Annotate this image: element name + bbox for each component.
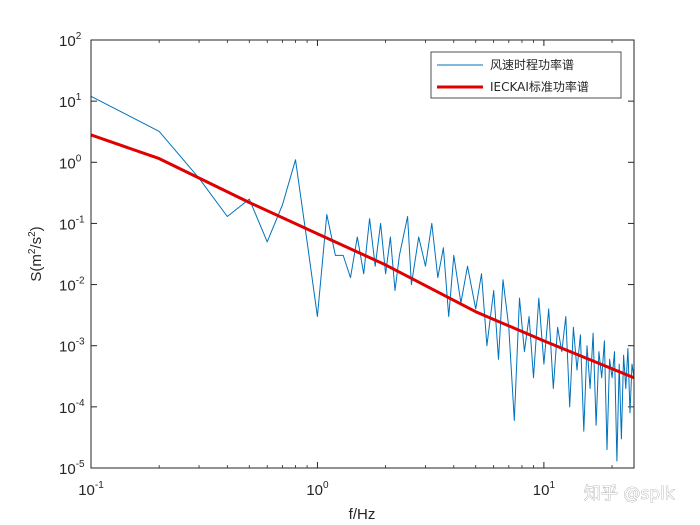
plot-frame bbox=[90, 39, 635, 469]
legend-box bbox=[430, 51, 622, 99]
x-tick-label-1: 100 bbox=[306, 480, 329, 499]
legend-label-ieckai-spectrum: IECKAI标准功率谱 bbox=[490, 79, 589, 94]
y-tick-label-3: 10-1 bbox=[59, 214, 85, 233]
wind-speed-spectrum-line bbox=[91, 95, 634, 462]
x-tick-label-0: 10-1 bbox=[78, 480, 104, 499]
y-tick-label-2: 100 bbox=[59, 153, 82, 172]
y-tick-label-5: 10-3 bbox=[59, 337, 85, 356]
y-tick-label-0: 102 bbox=[59, 31, 82, 50]
y-tick-label-4: 10-2 bbox=[59, 276, 85, 295]
y-axis-title: S(m2/s2) bbox=[27, 226, 45, 281]
ieckai-standard-spectrum-line bbox=[91, 133, 634, 380]
series-layer bbox=[91, 95, 634, 462]
legend: 风速时程功率谱 IECKAI标准功率谱 bbox=[430, 51, 622, 99]
x-axis-title: f/Hz bbox=[349, 506, 376, 523]
x-tick-label-2: 101 bbox=[533, 480, 556, 499]
y-tick-labels: 102 101 100 10-1 10-2 10-3 10-4 10-5 bbox=[59, 31, 85, 478]
legend-label-wind-spectrum: 风速时程功率谱 bbox=[490, 57, 574, 72]
y-tick-label-6: 10-4 bbox=[59, 398, 85, 417]
y-tick-label-7: 10-5 bbox=[59, 459, 85, 478]
watermark: 知乎 @splk bbox=[584, 484, 675, 504]
y-tick-label-1: 101 bbox=[59, 92, 82, 111]
x-tick-labels: 10-1 100 101 bbox=[78, 480, 555, 499]
